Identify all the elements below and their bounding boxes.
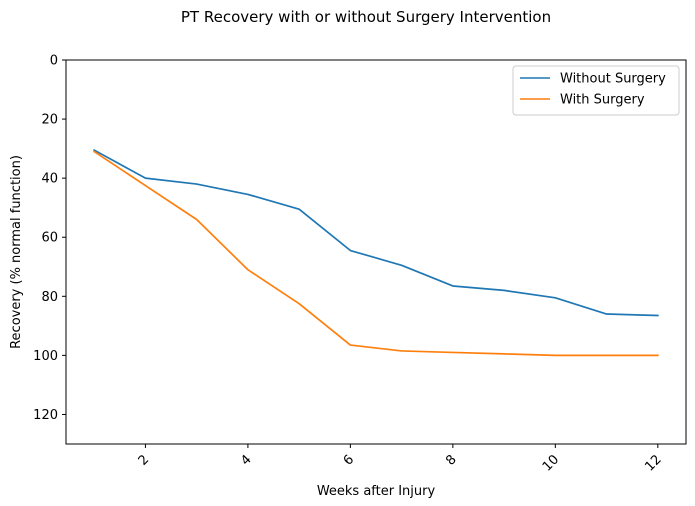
y-tick-label: 0 (50, 54, 58, 69)
legend-label-with-surgery: With Surgery (560, 93, 645, 108)
series-lines (93, 148, 659, 357)
y-tick-label: 120 (33, 408, 58, 423)
x-tick-label: 10 (540, 452, 562, 474)
y-axis: 0 20 40 60 80 100 120 (33, 54, 66, 423)
y-tick-label: 40 (41, 172, 58, 187)
x-tick-label: 8 (443, 452, 459, 468)
x-tick-label: 2 (136, 452, 152, 468)
x-axis-label: Weeks after Injury (317, 484, 436, 499)
y-tick-label: 60 (41, 231, 58, 246)
x-tick-label: 4 (238, 452, 254, 468)
x-axis: 2 4 6 8 10 12 (136, 444, 665, 475)
plot-frame (65, 59, 687, 445)
legend-label-without-surgery: Without Surgery (560, 72, 666, 87)
legend-box (512, 65, 680, 116)
x-tick-label: 6 (341, 452, 357, 468)
x-tick-label: 12 (642, 452, 664, 474)
y-tick-label: 100 (33, 349, 58, 364)
chart-title: PT Recovery with or without Surgery Inte… (181, 8, 551, 26)
y-axis-label: Recovery (% normal function) (9, 155, 24, 349)
legend: Without Surgery With Surgery (512, 65, 680, 116)
y-tick-label: 80 (41, 290, 58, 305)
y-tick-label: 20 (41, 113, 58, 128)
plot-area (65, 59, 687, 445)
line-without-surgery (93, 148, 659, 317)
line-with-surgery (93, 150, 659, 357)
